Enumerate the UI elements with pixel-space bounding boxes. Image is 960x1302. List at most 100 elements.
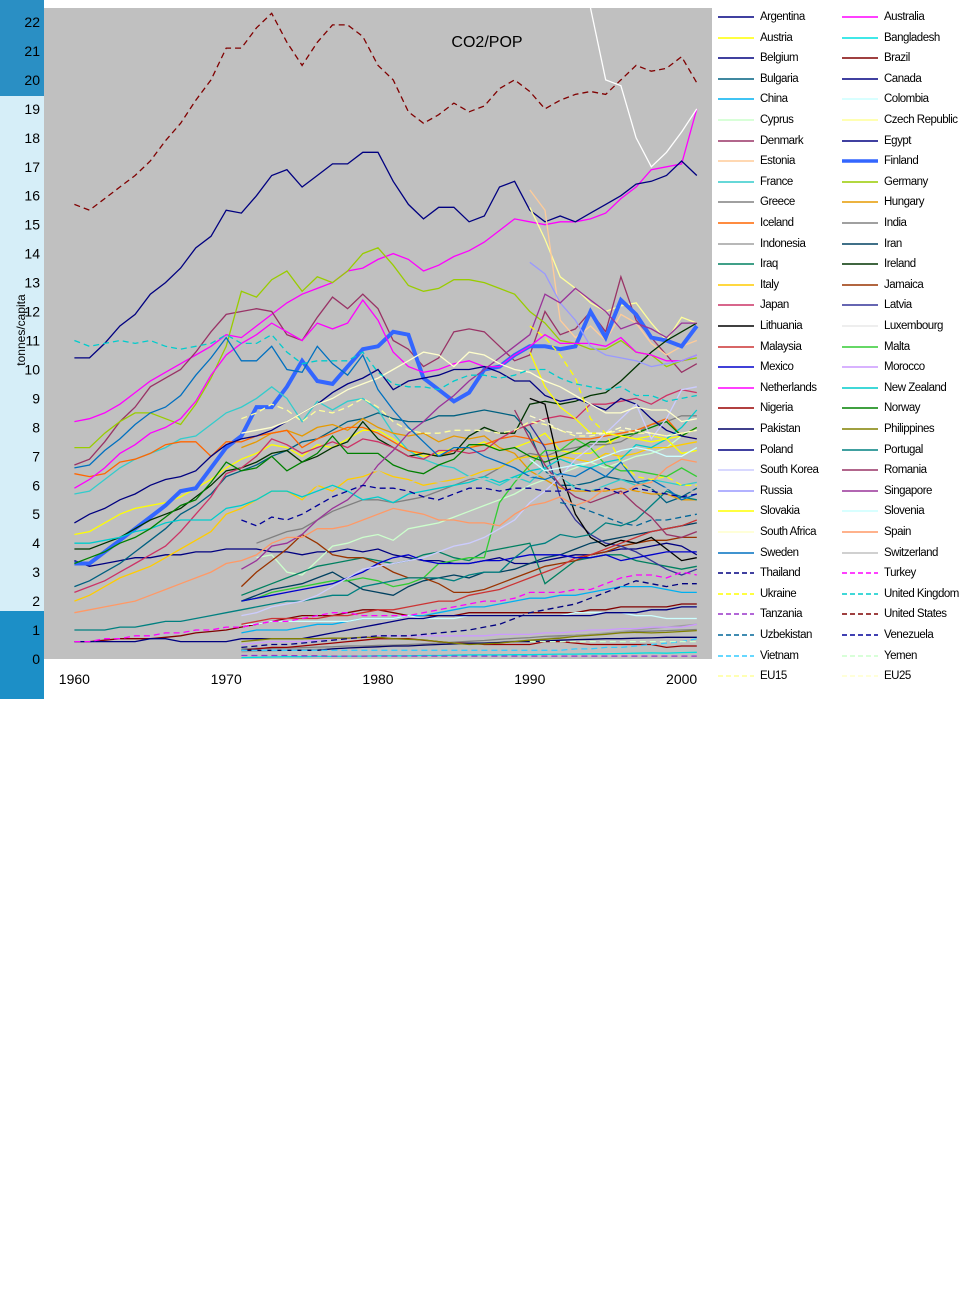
legend-label: Lithuania: [760, 320, 803, 332]
series-line-united-states: [74, 12, 698, 211]
legend-item: Morocco: [840, 358, 960, 378]
legend-label: Hungary: [884, 196, 924, 209]
legend-item: China: [716, 90, 836, 110]
series-line-romania: [514, 409, 698, 539]
legend-swatch: [842, 448, 878, 451]
legend-swatch: [718, 469, 754, 471]
legend: Argentina Australia Austria Bangladesh Belgi…: [716, 8, 960, 696]
legend-label: South Africa: [760, 526, 817, 538]
legend-item: Nigeria: [716, 399, 836, 419]
legend-swatch: [842, 159, 878, 163]
series-line-mexico: [241, 551, 697, 602]
legend-swatch: [842, 634, 878, 636]
legend-swatch: [842, 36, 878, 39]
legend-swatch: [718, 551, 754, 554]
y-tick-label: 5: [32, 506, 40, 522]
legend-item: Greece: [716, 193, 836, 213]
legend-label: Morocco: [884, 361, 925, 374]
legend-swatch: [842, 675, 878, 677]
legend-swatch: [718, 531, 754, 533]
legend-label: Yemen: [884, 649, 917, 662]
legend-item: Luxembourg: [840, 317, 960, 337]
legend-label: Estonia: [760, 155, 795, 168]
legend-item: Iceland: [716, 214, 836, 234]
x-tick-label: 1970: [211, 671, 242, 687]
series-line-latvia: [529, 424, 698, 576]
legend-swatch: [842, 510, 878, 513]
legend-item: Mexico: [716, 358, 836, 378]
legend-swatch: [842, 572, 878, 574]
series-line-philippines: [241, 629, 697, 646]
legend-item: Canada: [840, 70, 960, 90]
series-line-malaysia: [241, 519, 698, 625]
legend-swatch: [718, 654, 754, 657]
legend-label: Brazil: [884, 52, 910, 65]
legend-swatch: [842, 428, 878, 430]
legend-item: Hungary: [840, 193, 960, 213]
y-tick-label: 19: [24, 101, 40, 117]
legend-item: Colombia: [840, 90, 960, 110]
legend-label: Germany: [884, 175, 928, 188]
legend-swatch: [718, 428, 754, 430]
series-line-czech-republic: [529, 207, 698, 342]
series-line-sweden: [74, 336, 698, 501]
legend-swatch: [718, 201, 754, 204]
y-tick-label: 9: [32, 390, 40, 406]
series-line-malta: [241, 438, 698, 602]
legend-label: Colombia: [884, 93, 929, 106]
series-line-uzbekistan: [560, 501, 697, 527]
legend-label: Iceland: [760, 217, 794, 229]
series-line-hungary: [241, 417, 697, 501]
x-tick-label: 1990: [514, 671, 545, 687]
y-tick-label: 7: [32, 448, 40, 464]
legend-label: Ireland: [884, 258, 916, 271]
y-tick-label: 14: [24, 246, 40, 262]
legend-swatch: [718, 242, 754, 245]
legend-swatch: [718, 490, 754, 492]
legend-swatch: [842, 263, 878, 265]
legend-label: Argentina: [760, 11, 805, 23]
legend-item: Netherlands: [716, 379, 836, 399]
legend-item: Turkey: [840, 564, 960, 584]
legend-item: New Zealand: [840, 379, 960, 399]
y-tick-label: 10: [24, 361, 40, 377]
legend-swatch: [842, 593, 878, 595]
legend-swatch: [718, 407, 754, 410]
series-line-tanzania: [241, 654, 697, 657]
legend-item: Venezuela: [840, 626, 960, 646]
legend-item: Switzerland: [840, 544, 960, 564]
legend-label: Jamaica: [884, 278, 924, 291]
legend-item: Tanzania: [716, 605, 836, 625]
legend-label: India: [884, 217, 907, 229]
series-line-ukraine: [529, 325, 697, 486]
legend-item: France: [716, 173, 836, 193]
series-line-eu15: [241, 397, 697, 437]
legend-item: Estonia: [716, 152, 836, 172]
legend-label: Slovakia: [760, 505, 800, 518]
legend-item: United Kingdom: [840, 585, 960, 605]
legend-swatch: [718, 593, 754, 595]
legend-label: Thailand: [760, 567, 801, 580]
legend-swatch: [718, 222, 754, 224]
legend-label: New Zealand: [884, 381, 947, 394]
legend-swatch: [718, 98, 754, 101]
legend-swatch: [718, 345, 754, 348]
legend-label: South Korea: [760, 464, 819, 477]
legend-label: Poland: [760, 443, 793, 456]
legend-item: Singapore: [840, 482, 960, 502]
y-tick-label: 13: [24, 275, 40, 291]
legend-item: Romania: [840, 461, 960, 481]
legend-label: Portugal: [884, 443, 923, 456]
legend-swatch: [718, 634, 754, 636]
legend-label: Australia: [884, 11, 925, 23]
series-line-cyprus: [256, 435, 697, 576]
legend-swatch: [842, 119, 878, 121]
legend-label: Latvia: [884, 299, 912, 312]
legend-swatch: [718, 263, 754, 265]
y-tick-label: 16: [24, 188, 40, 204]
series-line-south-africa: [241, 351, 697, 434]
y-tick-label: 22: [24, 14, 40, 30]
legend-item: Pakistan: [716, 420, 836, 440]
legend-label: Finland: [884, 155, 919, 168]
